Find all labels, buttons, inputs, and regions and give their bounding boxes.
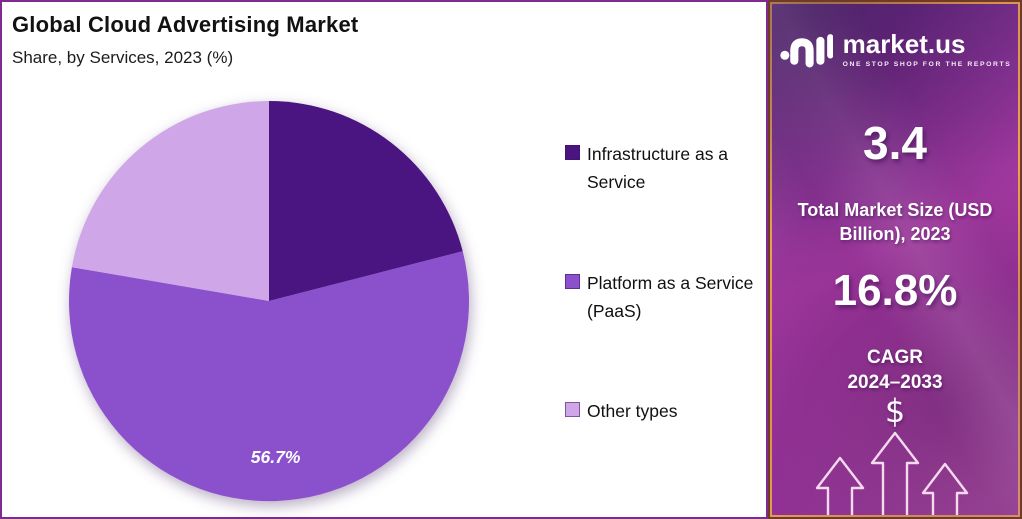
legend-label: Infrastructure as a Service <box>587 144 729 193</box>
chart-header: Global Cloud Advertising Market Share, b… <box>12 12 358 68</box>
legend-item-2: Other types <box>565 397 759 425</box>
growth-arrows-icon <box>815 431 969 515</box>
legend: Infrastructure as a Service Platform as a… <box>565 140 759 426</box>
legend-swatch-icon <box>565 145 580 160</box>
cagr-value: 16.8% <box>832 266 958 315</box>
pie-slice-0 <box>269 101 463 301</box>
pie-chart: 56.7% <box>69 101 470 502</box>
brand-logo-icon <box>779 34 833 68</box>
pie-slice-1 <box>69 251 470 502</box>
legend-label: Other types <box>587 401 678 422</box>
cagr-label: CAGR 2024–2033 <box>770 346 1020 395</box>
brand-logo: market.us ONE STOP SHOP FOR THE REPORTS <box>770 28 1020 70</box>
cagr-label-line1: CAGR <box>867 347 923 368</box>
chart-title: Global Cloud Advertising Market <box>12 12 359 37</box>
market-size-label: Total Market Size (USD Billion), 2023 <box>797 200 993 245</box>
chart-subtitle: Share, by Services, 2023 (%) <box>12 48 234 67</box>
cagr-label-line2: 2024–2033 <box>847 371 943 393</box>
legend-swatch-icon <box>565 273 580 289</box>
legend-item-0: Infrastructure as a Service <box>565 140 759 197</box>
legend-item-1: Platform as a Service (PaaS) <box>565 269 759 326</box>
chart-panel: Global Cloud Advertising Market Share, b… <box>0 0 768 519</box>
legend-label: Platform as a Service (PaaS) <box>587 272 754 322</box>
dollar-icon: $ <box>884 392 906 430</box>
brand-name: market.us <box>842 28 966 59</box>
brand-tagline: ONE STOP SHOP FOR THE REPORTS <box>842 60 1012 68</box>
market-size-value: 3.4 <box>863 117 927 169</box>
brand-sidebar: market.us ONE STOP SHOP FOR THE REPORTS … <box>768 0 1022 519</box>
pie-data-label: 56.7% <box>251 447 301 467</box>
pie-slice-2 <box>71 101 270 301</box>
legend-swatch-icon <box>565 402 580 418</box>
